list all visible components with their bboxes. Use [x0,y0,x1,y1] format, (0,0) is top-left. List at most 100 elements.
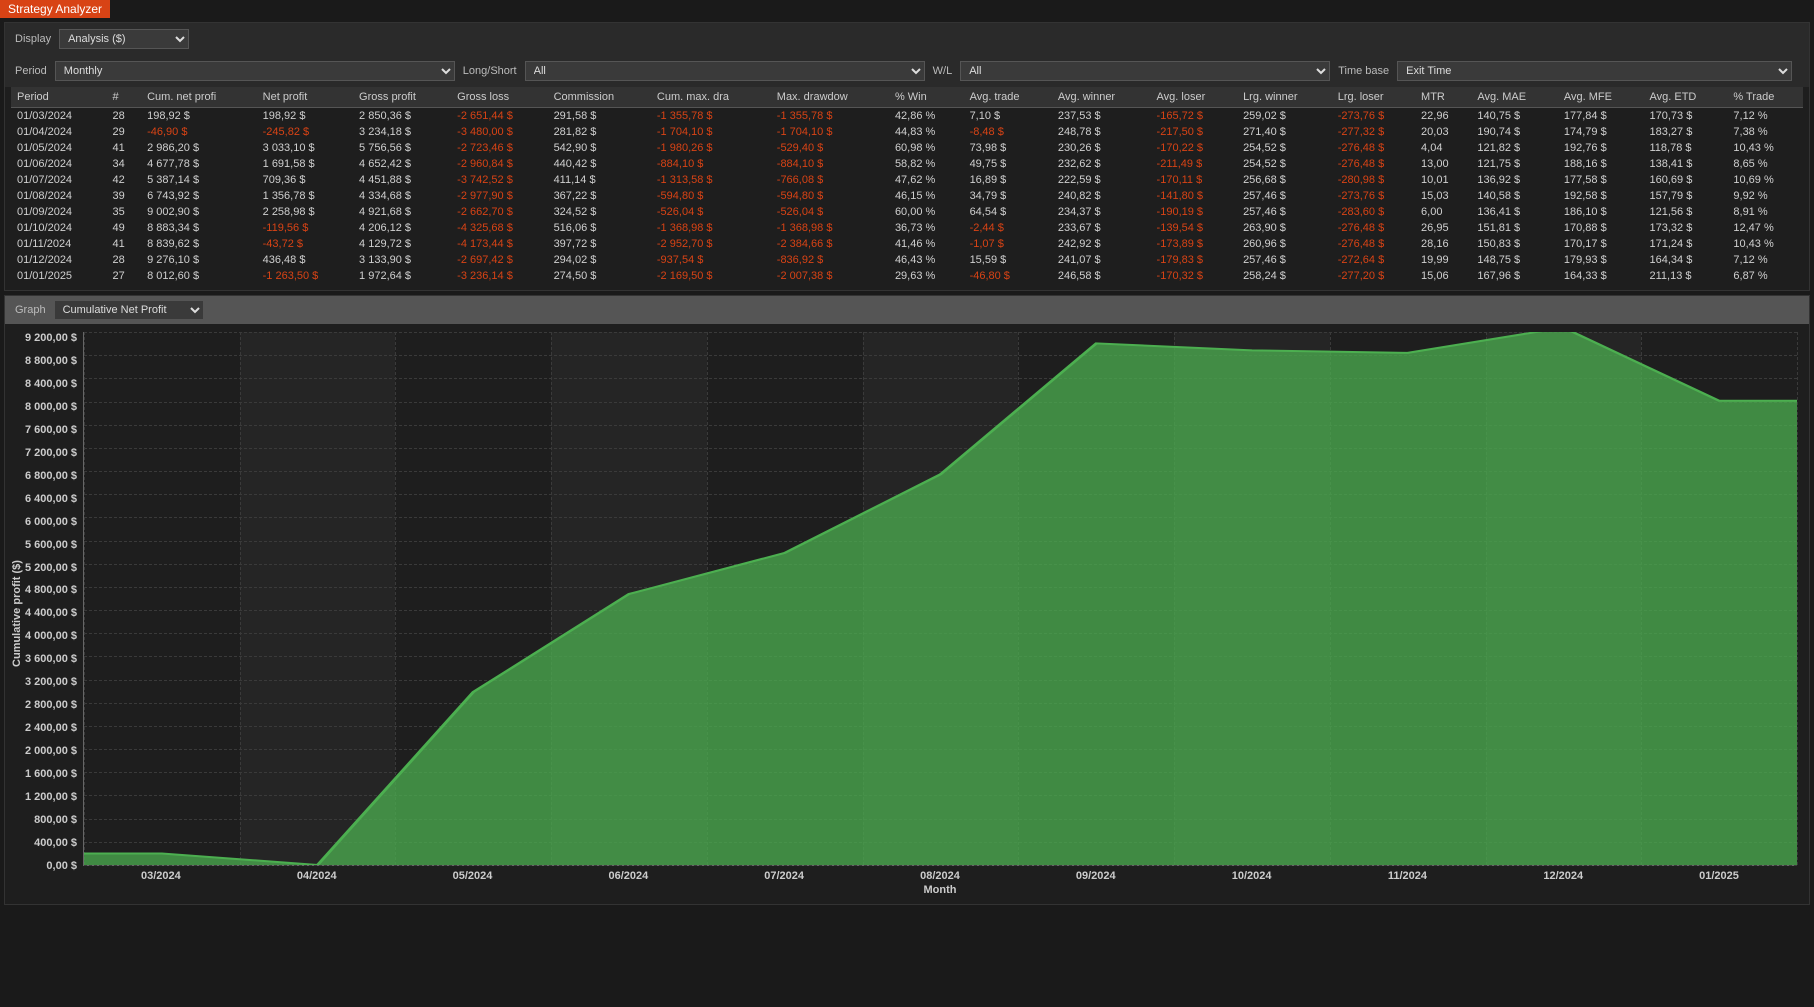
table-row[interactable]: 01/08/2024396 743,92 $1 356,78 $4 334,68… [11,188,1803,204]
ytick-label: 1 600,00 $ [25,768,77,780]
table-cell: 4 652,42 $ [353,156,451,172]
table-header-cell[interactable]: Gross loss [451,87,547,108]
table-cell: 232,62 $ [1052,156,1151,172]
table-cell: 271,40 $ [1237,124,1332,140]
table-cell: -170,11 $ [1151,172,1238,188]
table-header-cell[interactable]: Commission [548,87,651,108]
period-select[interactable]: Monthly [55,61,455,81]
table-cell: 20,03 [1415,124,1471,140]
table-cell: 4 334,68 $ [353,188,451,204]
display-select[interactable]: Analysis ($) [59,29,189,49]
table-header-cell[interactable]: Cum. net profi [141,87,257,108]
table-cell: 2 986,20 $ [141,140,257,156]
table-header-cell[interactable]: Lrg. loser [1332,87,1415,108]
table-cell: -273,76 $ [1332,188,1415,204]
table-row[interactable]: 01/10/2024498 883,34 $-119,56 $4 206,12 … [11,220,1803,236]
xtick-label: 05/2024 [395,870,551,882]
xtick-label: 09/2024 [1018,870,1174,882]
table-cell: 8 012,60 $ [141,268,257,284]
table-cell: 2 258,98 $ [257,204,353,220]
table-row[interactable]: 01/09/2024359 002,90 $2 258,98 $4 921,68… [11,204,1803,220]
table-cell: 8,91 % [1727,204,1803,220]
table-header-cell[interactable]: MTR [1415,87,1471,108]
graph-label: Graph [11,304,50,316]
table-cell: 35 [107,204,142,220]
table-cell: 10,43 % [1727,140,1803,156]
table-cell: 177,84 $ [1558,108,1644,125]
table-header-cell[interactable]: Gross profit [353,87,451,108]
table-cell: 150,83 $ [1471,236,1558,252]
table-header-cell[interactable]: Max. drawdow [771,87,889,108]
table-header-cell[interactable]: Avg. trade [964,87,1052,108]
table-cell: 256,68 $ [1237,172,1332,188]
table-cell: -280,98 $ [1332,172,1415,188]
table-cell: 259,02 $ [1237,108,1332,125]
table-row[interactable]: 01/06/2024344 677,78 $1 691,58 $4 652,42… [11,156,1803,172]
table-cell: 47,62 % [889,172,964,188]
table-cell: 10,69 % [1727,172,1803,188]
table-header-cell[interactable]: Avg. MAE [1471,87,1558,108]
table-cell: 4 206,12 $ [353,220,451,236]
table-header-cell[interactable]: Cum. max. dra [651,87,771,108]
table-cell: -276,48 $ [1332,220,1415,236]
table-cell: 237,53 $ [1052,108,1151,125]
table-cell: 241,07 $ [1052,252,1151,268]
table-header-cell[interactable]: % Trade [1727,87,1803,108]
table-cell: 42 [107,172,142,188]
table-cell: 27 [107,268,142,284]
table-cell: 173,32 $ [1644,220,1728,236]
table-cell: 157,79 $ [1644,188,1728,204]
table-cell: 01/01/2025 [11,268,107,284]
table-cell: 440,42 $ [548,156,651,172]
table-row[interactable]: 01/01/2025278 012,60 $-1 263,50 $1 972,6… [11,268,1803,284]
table-row[interactable]: 01/11/2024418 839,62 $-43,72 $4 129,72 $… [11,236,1803,252]
ytick-label: 8 000,00 $ [25,401,77,413]
graph-select[interactable]: Cumulative Net Profit [54,300,204,320]
table-cell: 01/04/2024 [11,124,107,140]
table-cell: 294,02 $ [548,252,651,268]
wl-select[interactable]: All [960,61,1330,81]
table-cell: -170,32 $ [1151,268,1238,284]
ytick-label: 1 200,00 $ [25,791,77,803]
table-header-cell[interactable]: # [107,87,142,108]
ytick-label: 3 200,00 $ [25,676,77,688]
table-cell: -211,49 $ [1151,156,1238,172]
table-header-cell[interactable]: Avg. ETD [1644,87,1728,108]
table-header-cell[interactable]: Lrg. winner [1237,87,1332,108]
table-cell: 188,16 $ [1558,156,1644,172]
timebase-label: Time base [1334,65,1393,77]
table-cell: -884,10 $ [771,156,889,172]
chart-ylabel: Cumulative profit ($) [9,332,25,896]
table-cell: 263,90 $ [1237,220,1332,236]
table-cell: -2 662,70 $ [451,204,547,220]
table-header-cell[interactable]: Period [11,87,107,108]
table-cell: 49,75 $ [964,156,1052,172]
table-header-cell[interactable]: Avg. MFE [1558,87,1644,108]
table-header-cell[interactable]: % Win [889,87,964,108]
ytick-label: 3 600,00 $ [25,653,77,665]
table-cell: 15,03 [1415,188,1471,204]
longshort-select[interactable]: All [525,61,925,81]
table-row[interactable]: 01/05/2024412 986,20 $3 033,10 $5 756,56… [11,140,1803,156]
table-cell: -1 704,10 $ [771,124,889,140]
table-cell: -46,80 $ [964,268,1052,284]
longshort-label: Long/Short [459,65,521,77]
gridline-h [84,865,1797,866]
table-row[interactable]: 01/07/2024425 387,14 $709,36 $4 451,88 $… [11,172,1803,188]
table-cell: -1 313,58 $ [651,172,771,188]
timebase-select[interactable]: Exit Time [1397,61,1792,81]
table-header-cell[interactable]: Avg. winner [1052,87,1151,108]
table-cell: -2 169,50 $ [651,268,771,284]
table-cell: -2 952,70 $ [651,236,771,252]
table-cell: -245,82 $ [257,124,353,140]
table-cell: 01/09/2024 [11,204,107,220]
table-row[interactable]: 01/03/202428198,92 $198,92 $2 850,36 $-2… [11,108,1803,125]
table-cell: -2 697,42 $ [451,252,547,268]
table-cell: 39 [107,188,142,204]
filter-controls: Period Monthly Long/Short All W/L All Ti… [5,55,1809,87]
table-header-cell[interactable]: Net profit [257,87,353,108]
table-cell: 177,58 $ [1558,172,1644,188]
table-row[interactable]: 01/12/2024289 276,10 $436,48 $3 133,90 $… [11,252,1803,268]
table-header-cell[interactable]: Avg. loser [1151,87,1238,108]
table-row[interactable]: 01/04/202429-46,90 $-245,82 $3 234,18 $-… [11,124,1803,140]
